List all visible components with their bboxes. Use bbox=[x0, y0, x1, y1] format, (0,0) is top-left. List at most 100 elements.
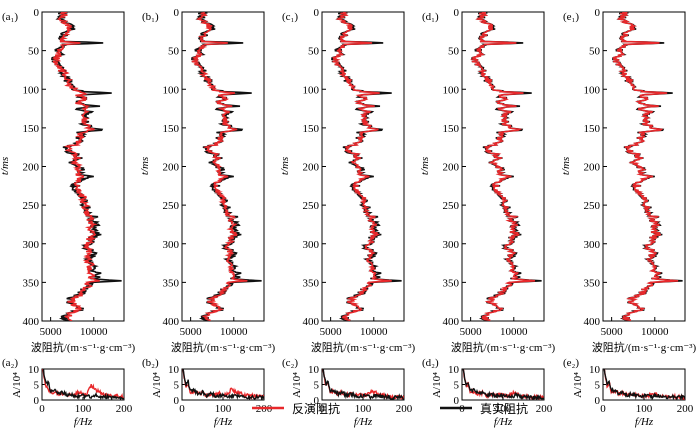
y-tick-label: 5 bbox=[314, 380, 320, 392]
legend: 反演阻抗 真实阻抗 bbox=[252, 401, 528, 416]
y-tick-label: 250 bbox=[23, 200, 40, 212]
spectrum-line-true bbox=[182, 369, 264, 400]
y-tick-label: 350 bbox=[163, 277, 180, 289]
x-axis-label: 波阻抗/(m·s⁻¹·g·cm⁻³) bbox=[592, 340, 697, 354]
legend-label-true: 真实阻抗 bbox=[480, 401, 528, 416]
y-tick-label: 350 bbox=[584, 277, 601, 289]
panel-label-bottom: (b₂) bbox=[142, 357, 159, 369]
y-tick-label: 300 bbox=[584, 239, 601, 251]
series-line-inverted bbox=[331, 12, 392, 321]
x-tick-label: 200 bbox=[116, 403, 133, 415]
y-tick-label: 300 bbox=[23, 239, 40, 251]
panel-label-top: (a₁) bbox=[2, 11, 18, 23]
y-tick-label: 400 bbox=[303, 316, 320, 328]
spectrum-line-inverted bbox=[182, 369, 264, 400]
x-tick-label: 200 bbox=[677, 403, 694, 415]
y-tick-label: 400 bbox=[163, 316, 180, 328]
y-tick-label: 350 bbox=[23, 277, 40, 289]
series-line-inverted bbox=[612, 12, 679, 321]
x-axis-label: f/Hz bbox=[354, 416, 373, 428]
y-axis-label: t/ms bbox=[419, 157, 431, 175]
y-tick-label: 350 bbox=[303, 277, 320, 289]
y-tick-label: 0 bbox=[174, 395, 180, 407]
x-tick-label: 10000 bbox=[360, 326, 388, 338]
y-tick-label: 250 bbox=[584, 200, 601, 212]
y-tick-label: 100 bbox=[23, 84, 40, 96]
y-tick-label: 150 bbox=[163, 123, 180, 135]
y-axis-label: A/10⁴ bbox=[572, 372, 584, 398]
series-line-true bbox=[470, 12, 542, 321]
x-axis-label: f/Hz bbox=[74, 416, 93, 428]
x-tick-label: 0 bbox=[179, 403, 185, 415]
panel-label-bottom: (c₂) bbox=[282, 357, 298, 369]
y-tick-label: 10 bbox=[168, 364, 180, 376]
panel-label-top: (c₁) bbox=[282, 11, 298, 23]
y-tick-label: 50 bbox=[28, 46, 40, 58]
x-tick-label: 100 bbox=[355, 403, 372, 415]
y-tick-label: 400 bbox=[443, 316, 460, 328]
x-tick-label: 0 bbox=[319, 403, 325, 415]
y-tick-label: 150 bbox=[443, 123, 460, 135]
panel-label-bottom: (a₂) bbox=[2, 357, 18, 369]
y-tick-label: 10 bbox=[589, 364, 601, 376]
y-tick-label: 350 bbox=[443, 277, 460, 289]
panel-label-top: (e₁) bbox=[563, 11, 579, 23]
x-tick-label: 100 bbox=[636, 403, 653, 415]
y-tick-label: 0 bbox=[454, 7, 460, 19]
spectrum-line-inverted bbox=[462, 369, 544, 400]
x-tick-label: 10000 bbox=[220, 326, 248, 338]
spectrum-line-true bbox=[322, 369, 404, 400]
panel-label-top: (b₁) bbox=[142, 11, 159, 23]
y-tick-label: 50 bbox=[308, 46, 320, 58]
y-axis-label: t/ms bbox=[560, 157, 572, 175]
y-tick-label: 100 bbox=[443, 84, 460, 96]
x-axis-label: f/Hz bbox=[635, 416, 654, 428]
series-line-true bbox=[330, 12, 402, 321]
y-tick-label: 50 bbox=[589, 46, 601, 58]
y-axis-label: A/10⁴ bbox=[291, 372, 303, 398]
x-tick-label: 0 bbox=[600, 403, 606, 415]
y-tick-label: 300 bbox=[443, 239, 460, 251]
y-tick-label: 200 bbox=[303, 162, 320, 174]
x-axis-label: 波阻抗/(m·s⁻¹·g·cm⁻³) bbox=[451, 340, 556, 354]
y-tick-label: 0 bbox=[314, 395, 320, 407]
panel-label-bottom: (d₂) bbox=[422, 357, 439, 369]
y-tick-label: 0 bbox=[454, 395, 460, 407]
y-tick-label: 150 bbox=[303, 123, 320, 135]
y-tick-label: 150 bbox=[23, 123, 40, 135]
y-tick-label: 150 bbox=[584, 123, 601, 135]
y-tick-label: 100 bbox=[584, 84, 601, 96]
x-tick-label: 0 bbox=[39, 403, 45, 415]
y-tick-label: 100 bbox=[303, 84, 320, 96]
y-tick-label: 300 bbox=[303, 239, 320, 251]
series-line-true bbox=[50, 12, 122, 321]
x-tick-label: 10000 bbox=[641, 326, 669, 338]
series-line-inverted bbox=[51, 12, 100, 321]
spectrum-line-inverted bbox=[42, 369, 124, 400]
y-axis-label: A/10⁴ bbox=[151, 372, 163, 398]
y-tick-label: 250 bbox=[303, 200, 320, 212]
y-axis-label: t/ms bbox=[0, 157, 11, 175]
y-tick-label: 400 bbox=[23, 316, 40, 328]
y-axis-label: t/ms bbox=[139, 157, 151, 175]
y-tick-label: 10 bbox=[308, 364, 320, 376]
x-tick-label: 5000 bbox=[320, 326, 343, 338]
series-line-true bbox=[190, 12, 262, 321]
x-tick-label: 5000 bbox=[460, 326, 483, 338]
x-axis-label: 波阻抗/(m·s⁻¹·g·cm⁻³) bbox=[311, 340, 416, 354]
x-axis-label: f/Hz bbox=[214, 416, 233, 428]
panel-label-top: (d₁) bbox=[422, 11, 439, 23]
y-tick-label: 400 bbox=[584, 316, 601, 328]
x-tick-label: 100 bbox=[75, 403, 92, 415]
x-tick-label: 10000 bbox=[80, 326, 108, 338]
series-line-true bbox=[611, 12, 683, 321]
y-axis-label: t/ms bbox=[279, 157, 291, 175]
y-tick-label: 200 bbox=[584, 162, 601, 174]
x-axis-label: 波阻抗/(m·s⁻¹·g·cm⁻³) bbox=[171, 340, 276, 354]
